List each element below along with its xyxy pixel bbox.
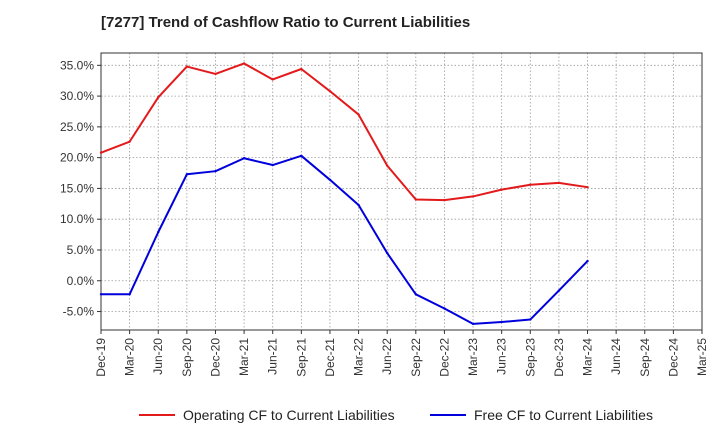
data-point (443, 307, 446, 310)
data-point (529, 318, 532, 321)
y-tick-label: 30.0% (60, 89, 94, 103)
x-tick-label: Sep-24 (638, 338, 652, 377)
x-tick-label: Dec-20 (208, 338, 222, 377)
x-tick-label: Sep-21 (294, 338, 308, 377)
y-tick-label: 20.0% (60, 151, 94, 165)
y-tick-label: 15.0% (60, 181, 94, 195)
x-tick-label: Jun-24 (609, 338, 623, 375)
data-point (328, 178, 332, 182)
data-point (157, 96, 160, 99)
data-point (99, 293, 103, 296)
data-point (414, 293, 418, 296)
y-tick-label: 5.0% (67, 243, 95, 257)
y-tick-label: 0.0% (67, 274, 95, 288)
series-line-0 (100, 62, 588, 202)
x-tick-label: Mar-23 (466, 338, 480, 376)
x-tick-label: Mar-25 (695, 338, 709, 376)
y-tick-label: 35.0% (60, 58, 94, 72)
data-point (128, 293, 131, 296)
legend-swatch-operating-cf (139, 414, 175, 416)
chart-title: [7277] Trend of Cashflow Ratio to Curren… (101, 14, 471, 31)
data-point (357, 203, 360, 207)
series-line-1 (101, 154, 589, 325)
data-point (414, 198, 418, 201)
data-point (271, 163, 274, 167)
data-point (128, 140, 131, 143)
data-point (385, 164, 389, 167)
axis-layer (97, 52, 703, 334)
data-point (557, 181, 561, 185)
y-tick-label: 10.0% (60, 212, 94, 226)
tick-label-layer: -5.0% 0.0% 5.0% 10.0% 15.0% 20.0% 25.0% 30.0% 35… (60, 58, 709, 376)
data-point (242, 62, 246, 65)
data-point (242, 157, 246, 160)
x-tick-label: Mar-22 (352, 338, 366, 376)
x-tick-label: Sep-20 (180, 338, 194, 377)
x-tick-label: Jun-21 (266, 338, 280, 375)
x-tick-label: Dec-22 (437, 338, 451, 377)
data-point (328, 89, 332, 93)
plot-frame (100, 52, 703, 331)
x-tick-label: Dec-23 (552, 338, 566, 377)
legend-label-operating-cf: Operating CF to Current Liabilities (183, 407, 395, 423)
data-point (557, 289, 561, 292)
x-tick-label: Mar-24 (581, 338, 595, 376)
data-point (471, 195, 475, 198)
data-point (500, 320, 503, 324)
data-point (443, 198, 446, 202)
data-point (214, 169, 217, 173)
legend: Operating CF to Current Liabilities Free… (0, 405, 720, 427)
x-tick-label: Mar-21 (237, 338, 251, 376)
x-tick-label: Sep-23 (523, 338, 537, 377)
data-point (99, 151, 103, 154)
x-tick-label: Mar-20 (123, 338, 137, 376)
x-tick-label: Dec-19 (94, 338, 108, 377)
data-point (214, 72, 217, 76)
data-point (185, 65, 189, 68)
x-tick-label: Sep-22 (409, 338, 423, 377)
data-point (385, 251, 389, 255)
data-point (300, 154, 303, 157)
data-point (185, 173, 189, 176)
data-point (357, 113, 360, 116)
legend-label-free-cf: Free CF to Current Liabilities (474, 407, 653, 423)
legend-item-operating-cf: Operating CF to Current Liabilities (139, 405, 395, 425)
data-point (586, 259, 589, 263)
x-tick-label: Dec-24 (666, 338, 680, 377)
data-point (471, 322, 475, 326)
data-point (300, 67, 303, 71)
y-tick-label: -5.0% (63, 305, 95, 319)
x-tick-label: Jun-22 (380, 338, 394, 375)
legend-swatch-free-cf (430, 414, 466, 416)
x-tick-label: Dec-21 (323, 338, 337, 377)
data-point (157, 230, 160, 234)
series-layer (99, 62, 589, 326)
x-tick-label: Jun-20 (151, 338, 165, 375)
grid-layer (100, 53, 703, 330)
data-point (586, 185, 589, 189)
x-tick-label: Jun-23 (495, 338, 509, 375)
data-point (271, 78, 274, 81)
data-point (529, 183, 532, 186)
legend-item-free-cf: Free CF to Current Liabilities (430, 405, 653, 425)
y-tick-label: 25.0% (60, 120, 94, 134)
data-point (500, 188, 503, 191)
